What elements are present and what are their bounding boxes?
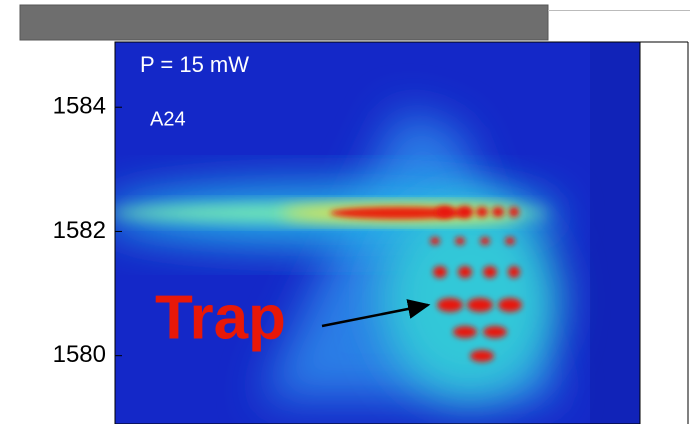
y-tick-label: 1582: [53, 217, 106, 244]
annotation: P = 15 mW: [140, 52, 249, 77]
y-tick-label: 1580: [53, 341, 106, 368]
figure: P = 15 mW A24 Trap 1584 1582 1580: [0, 0, 690, 424]
y-tick-label: 1584: [53, 93, 106, 120]
toolbar-bar: [20, 5, 548, 40]
frame-edge: [548, 10, 690, 11]
spectral-map: [100, 42, 640, 424]
annotation: A24: [150, 108, 186, 130]
trap-label: Trap: [155, 283, 286, 352]
